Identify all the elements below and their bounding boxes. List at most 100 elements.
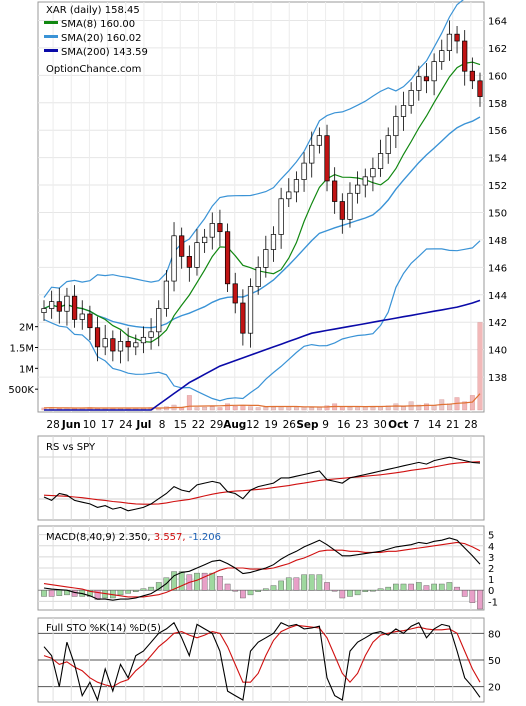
candles [41, 20, 483, 364]
candle-body [400, 105, 407, 117]
sto-grid [38, 618, 484, 702]
x-axis-label: 15 [174, 419, 187, 431]
volume-bar [278, 406, 284, 411]
x-axis-label: 23 [355, 419, 368, 431]
volume-bar [240, 405, 246, 411]
x-axis-label: 8 [159, 419, 166, 431]
macd-hist-bar [155, 582, 162, 591]
candle-body [247, 286, 254, 334]
x-axis-label: 14 [428, 419, 442, 431]
sto-k-line [43, 621, 481, 702]
macd-hist-bar [201, 572, 208, 591]
volume-tick-label: 1M [19, 364, 34, 375]
volume-bar [217, 407, 223, 411]
x-axis-label: 16 [337, 419, 351, 431]
macd-hist-bar [461, 590, 468, 597]
sma200-line [44, 299, 481, 411]
macd-tick-label: 2 [488, 564, 494, 575]
price-legend: XAR (daily) 158.45 SMA(8) 160.00 SMA(20)… [44, 5, 148, 75]
macd-hist-bar [469, 590, 476, 603]
macd-hist-bar [71, 590, 78, 597]
x-axis-labels: 28 Jun 10 17 24 Jul 8 15 22 29 Aug 12 19 26 Sep 9 16 23 30… [46, 419, 477, 431]
rs-title: RS vs SPY [46, 442, 96, 453]
candle-body [56, 301, 62, 312]
macd-hist-bar [446, 582, 453, 591]
candle-body [163, 280, 169, 309]
watermark: OptionChance.com [46, 64, 141, 75]
macd-hist-bar [117, 590, 124, 596]
volume-bar [194, 407, 200, 411]
x-axis-label: 10 [83, 419, 96, 431]
price-tick-label: 162 [488, 44, 507, 55]
volume-bar [294, 407, 299, 411]
x-axis-label: 26 [283, 419, 297, 431]
x-axis-label: 21 [446, 419, 459, 431]
candle-body [156, 308, 162, 333]
volume-bar [431, 405, 437, 411]
price-tick-label: 156 [488, 126, 507, 137]
macd-hist-bar [339, 590, 346, 599]
candle-body [377, 153, 384, 169]
macd-hist-bar [431, 583, 437, 591]
volume-bar [232, 406, 238, 411]
volume-bar [301, 406, 307, 411]
candle-body [370, 168, 376, 178]
sma20-line [43, 116, 481, 329]
rs-grid [38, 436, 484, 520]
macd-hist-bar [87, 590, 93, 597]
candle-body [94, 327, 101, 348]
candle-body [49, 301, 55, 309]
candle-body [431, 61, 437, 82]
volume-bar [263, 406, 269, 411]
macd-hist-bar [408, 583, 414, 591]
macd-hist-bar [301, 574, 307, 591]
candle-body [278, 198, 284, 235]
legend-sma200: SMA(200) 143.59 [61, 47, 148, 58]
price-tick-label: 152 [488, 181, 507, 192]
macd-hist-bar [385, 586, 392, 591]
macd-hist-bar [125, 590, 131, 594]
x-axis-label: 24 [119, 419, 133, 431]
x-axis-label: 12 [246, 419, 259, 431]
price-title: XAR (daily) 158.45 [46, 5, 140, 16]
candle-body [125, 341, 131, 348]
price-grid [38, 2, 484, 412]
macd-hist-bar [285, 577, 292, 591]
candle-body [446, 33, 453, 51]
macd-hist-bar [178, 571, 185, 591]
x-axis-label: Oct [388, 419, 408, 431]
sto-tick-label: 80 [488, 629, 501, 640]
x-axis-label: 28 [46, 419, 59, 431]
macd-hist-bar [354, 590, 361, 596]
candle-body [385, 135, 391, 154]
candle-body [286, 191, 292, 200]
macd-legend-text: MACD(8,40,9) 2.350, 3.557, -1.206 [46, 532, 221, 543]
candle-body [324, 135, 330, 182]
rs-ma-line [43, 461, 481, 505]
sto-tick-label: 20 [488, 683, 501, 694]
volume-bar [355, 407, 361, 411]
price-tick-label: 140 [488, 346, 507, 357]
price-ticks: 164 162 160 158 156 154 152 150 148 146 144 142 140 1… [488, 16, 507, 384]
candle-body [64, 295, 70, 312]
macd-hist-bar [278, 580, 284, 591]
sto-ticks: 80 50 20 [488, 629, 501, 693]
macd-hist-bar [140, 588, 147, 591]
candle-body [87, 313, 93, 329]
legend-sma20: SMA(20) 160.02 [61, 33, 142, 44]
candle-body [355, 184, 361, 194]
macd-hist-bar [262, 588, 269, 591]
sto-tick-label: 50 [488, 656, 501, 667]
candle-body [217, 223, 223, 233]
x-axis-label: 28 [464, 419, 477, 431]
rs-panel: RS vs SPY [37, 435, 485, 521]
candle-body [469, 70, 475, 82]
volume-bar [248, 406, 253, 411]
macd-hist-bar [316, 574, 323, 591]
candle-body [439, 50, 445, 62]
macd-hist-bar [400, 583, 407, 591]
candle-body [171, 235, 177, 282]
price-tick-label: 142 [488, 318, 507, 329]
volume-ma-line [43, 393, 481, 409]
